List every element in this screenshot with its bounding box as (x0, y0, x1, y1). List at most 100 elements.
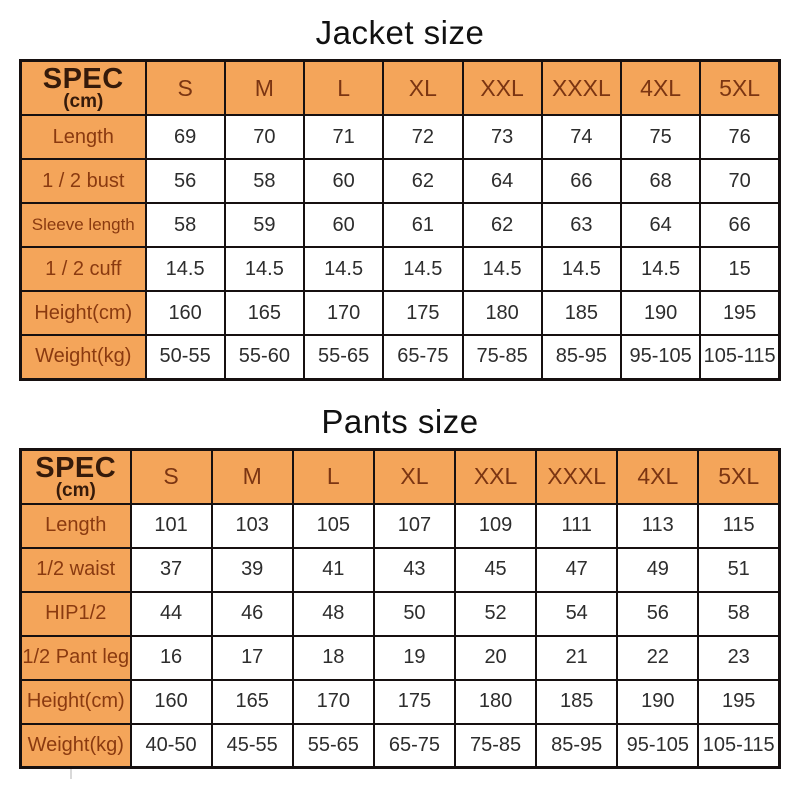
size-header-row: SPEC (cm) S M L XL XXL XXXL 4XL 5XL (19, 59, 781, 116)
spec-value-cell: 165 (210, 678, 294, 725)
spec-value-cell: 50-55 (144, 334, 226, 380)
spec-value-cell: 72 (382, 114, 464, 160)
spec-value-cell: 64 (619, 202, 702, 248)
spec-value-cell: 14.5 (144, 246, 226, 292)
spec-row: 1 / 2 cuff 14.5 14.5 14.5 14.5 14.5 14.5 14.5 15 (19, 246, 781, 292)
spec-value-cell: 180 (461, 290, 543, 336)
size-column-header: XXXL (535, 448, 619, 505)
spec-value-cell: 40-50 (129, 722, 213, 769)
spec-value-cell: 41 (291, 546, 375, 593)
pants-table-body: Length 101 103 105 107 109 111 113 115 1/2 waist 3… (19, 502, 781, 769)
spec-value-cell: 105-115 (699, 334, 781, 380)
spec-value-cell: 69 (144, 114, 226, 160)
spec-row-label: Height(cm) (19, 678, 132, 725)
spec-row-label: 1/2 Pant leg (19, 634, 132, 681)
spec-row-label: Weight(kg) (19, 334, 147, 380)
spec-value-cell: 54 (535, 590, 619, 637)
spec-header-cell: SPEC (cm) (19, 448, 132, 505)
spec-value-cell: 180 (453, 678, 538, 725)
spec-row: Height(cm) 160 165 170 175 180 185 190 195 (19, 678, 781, 725)
spec-value-cell: 170 (291, 678, 375, 725)
spec-value-cell: 59 (223, 202, 306, 248)
spec-value-cell: 68 (619, 158, 702, 204)
spec-value-cell: 17 (210, 634, 294, 681)
scan-artifact-line (70, 769, 72, 779)
spec-row: 1 / 2 bust 56 58 60 62 64 66 68 70 (19, 158, 781, 204)
spec-value-cell: 113 (616, 502, 700, 549)
size-column-header: L (291, 448, 375, 505)
spec-row: 1/2 waist 37 39 41 43 45 47 49 51 (19, 546, 781, 593)
spec-value-cell: 75 (619, 114, 702, 160)
spec-value-cell: 14.5 (382, 246, 464, 292)
spec-value-cell: 52 (453, 590, 538, 637)
spec-value-cell: 14.5 (461, 246, 543, 292)
jacket-table-title: Jacket size (315, 14, 485, 51)
spec-value-cell: 170 (302, 290, 385, 336)
spec-value-cell: 190 (616, 678, 700, 725)
jacket-size-table: SPEC (cm) S M L XL XXL XXXL 4XL 5XL Length 69 70 71 7… (19, 59, 781, 381)
spec-value-cell: 73 (461, 114, 543, 160)
spec-row: Length 69 70 71 72 73 74 75 76 (19, 114, 781, 160)
size-column-header: 4XL (616, 448, 700, 505)
size-column-header: XXL (453, 448, 538, 505)
spec-value-cell: 160 (144, 290, 226, 336)
spec-value-cell: 111 (535, 502, 619, 549)
size-header-row: SPEC (cm) S M L XL XXL XXXL 4XL 5XL (19, 448, 781, 505)
spec-row: Height(cm) 160 165 170 175 180 185 190 195 (19, 290, 781, 336)
spec-value-cell: 175 (372, 678, 457, 725)
spec-value-cell: 160 (129, 678, 213, 725)
spec-value-cell: 14.5 (540, 246, 623, 292)
spec-row-label: Height(cm) (19, 290, 147, 336)
spec-value-cell: 44 (129, 590, 213, 637)
spec-value-cell: 55-65 (302, 334, 385, 380)
spec-value-cell: 66 (699, 202, 781, 248)
spec-value-cell: 71 (302, 114, 385, 160)
spec-row-label: HIP1/2 (19, 590, 132, 637)
spec-value-cell: 185 (535, 678, 619, 725)
spec-row: HIP1/2 44 46 48 50 52 54 56 58 (19, 590, 781, 637)
spec-value-cell: 70 (223, 114, 306, 160)
spec-value-cell: 55-65 (291, 722, 375, 769)
spec-value-cell: 22 (616, 634, 700, 681)
size-column-header: M (223, 59, 306, 116)
spec-value-cell: 48 (291, 590, 375, 637)
spec-value-cell: 47 (535, 546, 619, 593)
spec-value-cell: 61 (382, 202, 464, 248)
spec-value-cell: 105-115 (697, 722, 781, 769)
spec-value-cell: 15 (699, 246, 781, 292)
spec-value-cell: 60 (302, 158, 385, 204)
spec-value-cell: 76 (699, 114, 781, 160)
spec-value-cell: 62 (461, 202, 543, 248)
pants-table-title: Pants size (321, 402, 479, 440)
spec-value-cell: 75-85 (461, 334, 543, 380)
spec-value-cell: 190 (619, 290, 702, 336)
pants-table-header: SPEC (cm) S M L XL XXL XXXL 4XL 5XL (19, 448, 781, 505)
spec-value-cell: 64 (461, 158, 543, 204)
spec-value-cell: 50 (372, 590, 457, 637)
spec-row: Sleeve length 58 59 60 61 62 63 64 66 (19, 202, 781, 248)
size-column-header: L (302, 59, 385, 116)
spec-value-cell: 58 (223, 158, 306, 204)
spec-value-cell: 14.5 (619, 246, 702, 292)
jacket-table-header: SPEC (cm) S M L XL XXL XXXL 4XL 5XL (19, 59, 781, 116)
spec-label: SPEC (35, 451, 117, 484)
spec-value-cell: 65-75 (372, 722, 457, 769)
spec-value-cell: 165 (223, 290, 306, 336)
spec-value-cell: 103 (210, 502, 294, 549)
spec-value-cell: 65-75 (382, 334, 464, 380)
spec-value-cell: 195 (699, 290, 781, 336)
spec-value-cell: 105 (291, 502, 375, 549)
spec-row: Length 101 103 105 107 109 111 113 115 (19, 502, 781, 549)
spec-value-cell: 18 (291, 634, 375, 681)
spec-value-cell: 20 (453, 634, 538, 681)
spec-unit-label: (cm) (55, 479, 96, 501)
size-column-header: M (210, 448, 294, 505)
spec-value-cell: 60 (302, 202, 385, 248)
spec-value-cell: 43 (372, 546, 457, 593)
spec-value-cell: 66 (540, 158, 623, 204)
spec-row: 1/2 Pant leg 16 17 18 19 20 21 22 23 (19, 634, 781, 681)
size-column-header: XL (372, 448, 457, 505)
spec-value-cell: 49 (616, 546, 700, 593)
spec-value-cell: 56 (144, 158, 226, 204)
